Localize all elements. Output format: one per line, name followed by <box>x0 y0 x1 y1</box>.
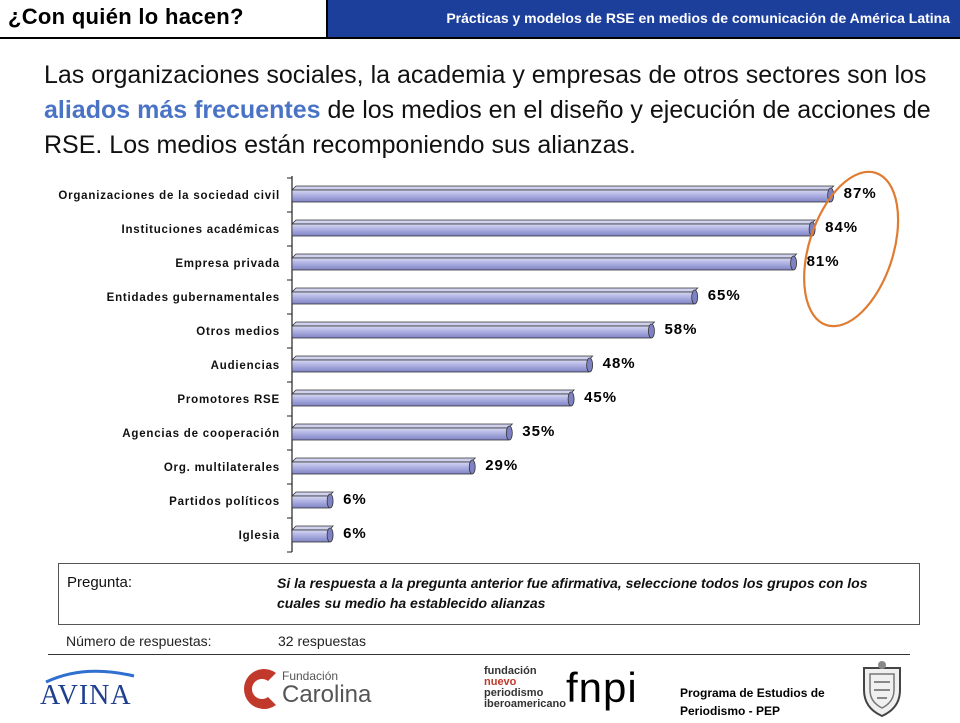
category-label: Otros medios <box>196 326 280 338</box>
carolina-big-text: Carolina <box>282 681 372 708</box>
question-label: Pregunta: <box>67 574 133 591</box>
bar-end-cap <box>586 357 594 373</box>
bar-end-cap <box>790 255 797 271</box>
fnpi-logo: fundación nuevo periodismo iberoamerican… <box>478 664 668 716</box>
headline-part-2: de los medios en el diseño y ejecución d… <box>44 96 931 159</box>
bar-end-cap <box>326 493 334 509</box>
value-label: 48% <box>603 355 636 372</box>
header-divider <box>0 37 960 39</box>
bar-end-cap <box>648 323 655 339</box>
fnpi-line-4: iberoamericano <box>484 698 566 710</box>
fnpi-wordmark: fnpi <box>566 664 638 711</box>
bar-top-face <box>291 389 576 395</box>
bar <box>291 359 590 373</box>
header-subtitle: Prácticas y modelos de RSE en medios de … <box>446 10 950 26</box>
bar-end-cap <box>691 289 699 305</box>
fnpi-line-2: nuevo <box>484 676 517 688</box>
bar-top-face <box>291 253 798 259</box>
headline-highlight: aliados más frecuentes <box>44 96 321 124</box>
value-label: 45% <box>584 389 617 406</box>
bar-top-face <box>291 219 817 225</box>
fnpi-stacked-text: fundación nuevo periodismo iberoamerican… <box>484 666 566 710</box>
bar <box>291 461 472 475</box>
bar <box>291 291 695 305</box>
bar <box>291 495 330 509</box>
bar <box>291 257 793 271</box>
section-title: ¿Con quién lo hacen? <box>8 4 244 29</box>
question-text: Si la respuesta a la pregunta anterior f… <box>277 575 868 611</box>
bar <box>291 393 571 407</box>
category-label: Instituciones académicas <box>121 224 280 236</box>
fnpi-line-3: periodismo <box>484 687 544 699</box>
value-label: 6% <box>343 491 367 508</box>
value-label: 84% <box>825 219 858 236</box>
responses-label: Número de respuestas: <box>66 633 212 649</box>
pep-line-1: Programa de Estudios de <box>680 686 825 700</box>
bar-end-cap <box>468 459 476 475</box>
university-seal-icon <box>850 660 914 718</box>
category-label: Organizaciones de la sociedad civil <box>58 190 280 202</box>
bar <box>291 427 509 441</box>
header-bar: Prácticas y modelos de RSE en medios de … <box>328 0 960 37</box>
bar-end-cap <box>567 391 575 407</box>
avina-logo: AVINA <box>40 668 136 712</box>
bar-top-face <box>291 457 477 463</box>
value-label: 58% <box>664 321 697 338</box>
bar-top-face <box>291 287 699 293</box>
category-label: Iglesia <box>239 530 280 542</box>
bar-top-face <box>291 423 514 429</box>
footer-divider <box>48 654 910 655</box>
value-label: 65% <box>708 287 741 304</box>
slide-headline: Las organizaciones sociales, la academia… <box>44 58 944 163</box>
bar-end-cap <box>326 527 334 543</box>
category-label: Org. multilaterales <box>164 462 280 474</box>
section-title-box: ¿Con quién lo hacen? <box>0 0 328 37</box>
bar <box>291 529 330 543</box>
bar-top-face <box>291 185 835 191</box>
category-label: Entidades gubernamentales <box>107 292 280 304</box>
pep-program-text: Programa de Estudios de Periodismo - PEP <box>680 684 825 720</box>
bar-chart: Organizaciones de la sociedad civil 87% In… <box>58 170 900 553</box>
category-label: Agencias de cooperación <box>122 428 280 440</box>
avina-wordmark: AVINA <box>40 680 132 711</box>
value-label: 29% <box>485 457 518 474</box>
value-label: 87% <box>844 185 877 202</box>
value-label: 6% <box>343 525 367 542</box>
carolina-c-icon <box>244 669 276 709</box>
responses-value: 32 respuestas <box>278 633 366 649</box>
bar-top-face <box>291 321 656 327</box>
value-label: 81% <box>807 253 840 270</box>
fnpi-line-1: fundación <box>484 665 537 677</box>
bar <box>291 189 831 203</box>
pep-line-2: Periodismo - PEP <box>680 704 781 718</box>
bar-top-face <box>291 525 335 531</box>
highlight-ellipse <box>803 170 900 328</box>
bar <box>291 325 651 339</box>
question-box: Pregunta: Si la respuesta a la pregunta … <box>58 563 920 625</box>
value-label: 35% <box>522 423 555 440</box>
fundacion-carolina-logo: Fundación Carolina <box>238 665 388 713</box>
bar-top-face <box>291 491 335 497</box>
bar-end-cap <box>505 425 513 441</box>
headline-part-1: Las organizaciones sociales, la academia… <box>44 61 927 89</box>
avina-swoosh-icon <box>45 669 135 684</box>
carolina-small-text: Fundación <box>282 669 339 683</box>
category-label: Promotores RSE <box>177 394 280 406</box>
category-label: Audiencias <box>211 360 280 372</box>
category-label: Empresa privada <box>175 258 280 270</box>
bar-top-face <box>291 355 594 361</box>
bar <box>291 223 812 237</box>
category-label: Partidos políticos <box>169 496 280 508</box>
